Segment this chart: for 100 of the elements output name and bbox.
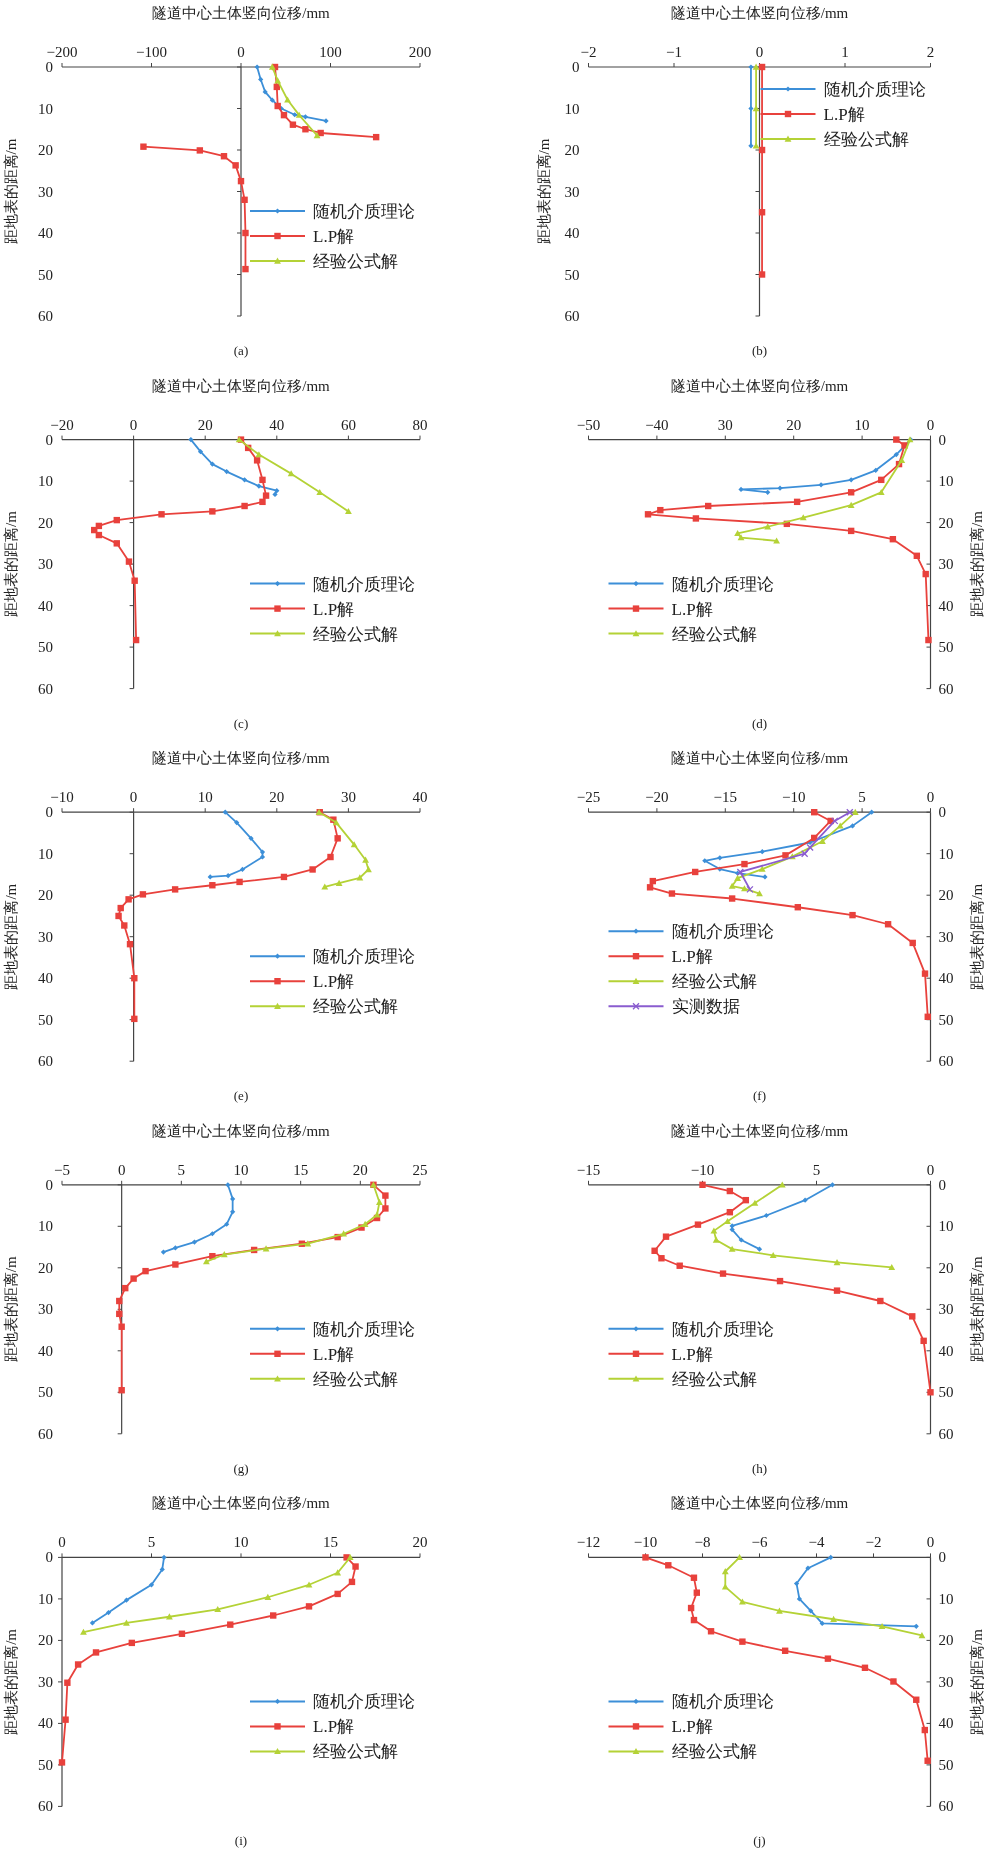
legend-label: 经验公式解 xyxy=(313,252,398,271)
x-axis-title: 隧道中心土体竖向位移/mm xyxy=(670,1495,849,1512)
y-tick-label: 20 xyxy=(38,142,53,158)
legend-label: L.P解 xyxy=(671,1717,713,1737)
x-tick-label: 0 xyxy=(926,789,935,806)
y-tick-label: 10 xyxy=(938,1590,954,1607)
x-tick-label: 0 xyxy=(129,416,138,433)
y-tick-label: 20 xyxy=(938,514,954,531)
y-tick-label: 0 xyxy=(45,1176,53,1193)
y-axis-title: 距地表的距离/m xyxy=(3,510,19,618)
y-tick-label: 50 xyxy=(38,1011,53,1028)
text: (i) xyxy=(234,1833,248,1849)
y-tick-label: 40 xyxy=(38,225,53,241)
y-tick-label: 10 xyxy=(38,1218,53,1235)
y-tick-label: 60 xyxy=(938,1425,954,1442)
x-tick-label: 10 xyxy=(197,789,213,806)
y-tick-label: 50 xyxy=(38,266,53,283)
y-tick-label: 30 xyxy=(38,928,53,945)
x-axis-title: 隧道中心土体竖向位移/mm xyxy=(152,750,331,767)
y-tick-label: 0 xyxy=(938,1549,946,1566)
y-axis-title: 距地表的距离/m xyxy=(969,883,986,990)
x-tick-label: 10 xyxy=(233,1161,249,1178)
y-tick-label: 20 xyxy=(38,887,53,904)
y-tick-label: 10 xyxy=(38,845,53,862)
x-tick-label: 2 xyxy=(926,44,935,60)
y-tick-label: 20 xyxy=(564,142,580,158)
x-tick-label: 30 xyxy=(717,416,733,433)
x-tick-label: −5 xyxy=(54,1161,70,1178)
y-axis-title: 距地表的距离/m xyxy=(535,138,552,245)
legend-label: 经验公式解 xyxy=(671,624,757,644)
legend-label: 随机介质理论 xyxy=(671,1692,774,1712)
x-tick-label: 10 xyxy=(854,416,870,433)
y-tick-label: 20 xyxy=(38,1632,53,1649)
x-tick-label: 0 xyxy=(926,416,935,433)
y-tick-label: 10 xyxy=(564,100,580,117)
y-tick-label: 0 xyxy=(572,59,580,75)
text: (h) xyxy=(751,1460,768,1476)
x-tick-label: 15 xyxy=(323,1534,338,1551)
y-tick-label: 0 xyxy=(45,431,53,448)
x-tick-label: −10 xyxy=(690,1161,715,1178)
y-tick-label: 60 xyxy=(38,680,53,697)
y-tick-label: 30 xyxy=(38,556,53,573)
y-tick-label: 10 xyxy=(938,473,954,490)
x-tick-label: −20 xyxy=(50,416,74,433)
y-tick-label: 20 xyxy=(38,1259,53,1276)
y-tick-label: 30 xyxy=(564,183,580,200)
x-tick-label: 20 xyxy=(352,1161,368,1178)
x-tick-label: 40 xyxy=(269,416,285,433)
x-tick-label: −4 xyxy=(808,1534,825,1551)
x-tick-label: −15 xyxy=(576,1161,601,1178)
y-tick-label: 50 xyxy=(938,1011,954,1028)
y-tick-label: 60 xyxy=(38,308,53,324)
text: (c) xyxy=(233,715,249,731)
legend-label: 经验公式解 xyxy=(671,972,757,992)
x-tick-label: −50 xyxy=(576,416,601,433)
x-tick-label: 25 xyxy=(412,1161,428,1178)
y-tick-label: 40 xyxy=(38,970,53,987)
legend-label: 经验公式解 xyxy=(313,997,398,1017)
y-tick-label: 50 xyxy=(938,639,954,656)
legend-label: L.P解 xyxy=(313,599,355,619)
text: (f) xyxy=(753,1088,766,1104)
text: (e) xyxy=(233,1088,249,1104)
x-tick-label: 0 xyxy=(926,1534,935,1551)
x-tick-label: 200 xyxy=(408,44,432,60)
legend-label: L.P解 xyxy=(313,1717,355,1737)
y-axis-title: 距地表的距离/m xyxy=(3,883,19,990)
x-tick-label: 0 xyxy=(58,1534,66,1551)
x-axis-title: 隧道中心土体竖向位移/mm xyxy=(670,750,849,767)
y-tick-label: 0 xyxy=(938,431,946,448)
legend-label: 随机介质理论 xyxy=(671,1319,774,1339)
y-tick-label: 50 xyxy=(938,1384,954,1401)
text: (a) xyxy=(233,343,249,358)
y-tick-label: 10 xyxy=(38,100,53,117)
x-tick-label: −10 xyxy=(633,1534,658,1551)
x-tick-label: 40 xyxy=(412,789,428,806)
x-tick-label: 0 xyxy=(237,44,245,60)
x-tick-label: −1 xyxy=(666,44,682,60)
y-tick-label: 40 xyxy=(38,597,53,614)
x-tick-label: −10 xyxy=(781,789,806,806)
y-axis-title: 距地表的距离/m xyxy=(3,1628,19,1735)
text: (d) xyxy=(751,715,768,731)
x-tick-label: 20 xyxy=(786,416,802,433)
legend-label: 随机介质理论 xyxy=(671,922,774,942)
y-axis-title: 距地表的距离/m xyxy=(3,1256,19,1363)
y-tick-label: 60 xyxy=(938,680,954,697)
y-tick-label: 30 xyxy=(38,183,53,200)
x-tick-label: 10 xyxy=(233,1534,249,1551)
x-axis-title: 隧道中心土体竖向位移/mm xyxy=(670,377,849,394)
legend-label: L.P解 xyxy=(313,1344,355,1364)
legend-label: 随机介质理论 xyxy=(823,80,926,99)
legend-label: 随机介质理论 xyxy=(313,947,415,967)
x-tick-label: 0 xyxy=(926,1161,935,1178)
legend-label: 随机介质理论 xyxy=(313,202,415,221)
y-tick-label: 20 xyxy=(938,1632,954,1649)
y-tick-label: 50 xyxy=(38,1756,53,1773)
x-axis-title: 隧道中心土体竖向位移/mm xyxy=(152,5,331,21)
y-tick-label: 30 xyxy=(38,1301,53,1318)
x-tick-label: 100 xyxy=(319,44,342,60)
y-tick-label: 20 xyxy=(38,514,53,531)
y-tick-label: 60 xyxy=(938,1798,954,1815)
